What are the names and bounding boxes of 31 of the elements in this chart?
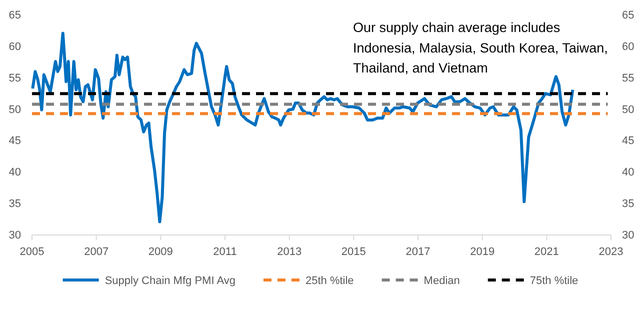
- legend-label: 25th %tile: [305, 275, 354, 287]
- y-tick-label: 35: [8, 198, 21, 210]
- annotation: Our supply chain average includes Indonesia, Malaysia, South Korea, Taiwan, Thailand, and Vietnam: [353, 20, 608, 76]
- y-tick-label: 30: [8, 230, 21, 242]
- y2-tick-label: 45: [622, 135, 634, 148]
- x-tick-label: 2023: [598, 246, 624, 258]
- x-tick-label: 2005: [20, 246, 44, 258]
- x-tick-label: 2009: [148, 246, 173, 258]
- y2-tick-label: 65: [622, 10, 634, 22]
- y-tick-label: 65: [8, 10, 21, 22]
- x-tick-label: 2013: [277, 246, 302, 258]
- x-tick-label: 2021: [534, 246, 559, 258]
- y-tick-label: 50: [8, 104, 21, 116]
- y-tick-label: 40: [8, 166, 21, 179]
- x-tick-label: 2019: [470, 246, 495, 258]
- x-tick-label: 2007: [84, 246, 109, 258]
- legend-label: Median: [424, 275, 460, 287]
- x-tick-label: 2011: [213, 246, 237, 258]
- y2-tick-label: 60: [622, 40, 634, 53]
- y-tick-label: 60: [8, 40, 21, 53]
- y2-tick-label: 55: [622, 72, 634, 84]
- x-tick-label: 2017: [406, 246, 430, 258]
- legend-label: Supply Chain Mfg PMI Avg: [104, 275, 236, 287]
- y2-tick-label: 35: [622, 198, 634, 210]
- y2-tick-label: 40: [622, 166, 634, 179]
- y2-tick-label: 30: [622, 230, 634, 242]
- legend-label: 75th %tile: [530, 275, 578, 287]
- y2-tick-label: 50: [622, 104, 634, 116]
- y-tick-label: 45: [8, 135, 21, 148]
- x-tick-label: 2015: [341, 246, 366, 258]
- y-tick-label: 55: [8, 72, 21, 84]
